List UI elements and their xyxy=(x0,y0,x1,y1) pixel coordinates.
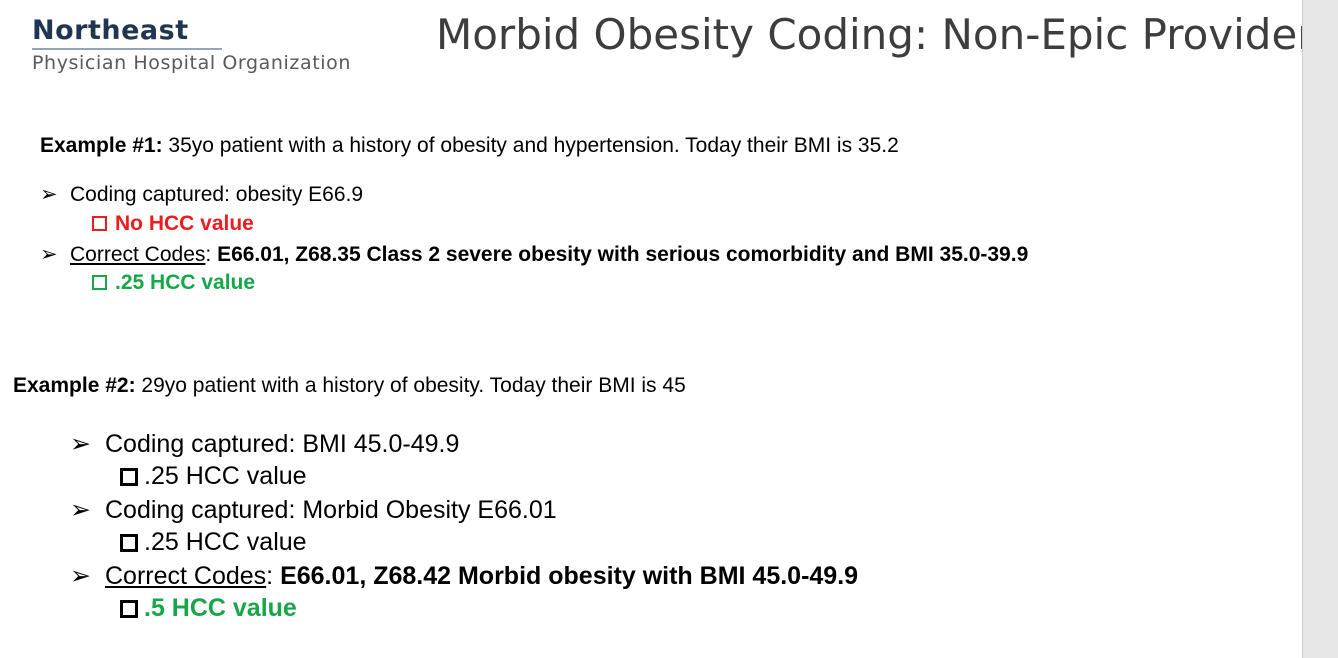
logo-subtitle: Physician Hospital Organization xyxy=(32,52,352,74)
vertical-scrollbar[interactable] xyxy=(1302,0,1338,658)
example2-bullet3-sub: .5 HCC value xyxy=(120,594,297,623)
example1-label: Example #1: xyxy=(40,134,163,157)
colon: : xyxy=(205,243,218,266)
example1-heading: Example #1: 35yo patient with a history … xyxy=(40,134,899,158)
arrow-bullet-icon: ➢ xyxy=(40,183,58,206)
slide: Northeast Physician Hospital Organizatio… xyxy=(13,10,1337,623)
checkbox-bullet-icon xyxy=(92,275,107,290)
example2-correct-codes: E66.01, Z68.42 Morbid obesity with BMI 4… xyxy=(280,562,859,590)
example2-text: 29yo patient with a history of obesity. … xyxy=(135,374,686,397)
example2-bullet2-sub-text: .25 HCC value xyxy=(144,528,307,556)
example1-bullet1-text: Coding captured: obesity E66.9 xyxy=(70,183,364,206)
example2-bullet3-sub-text: .5 HCC value xyxy=(144,594,297,622)
arrow-bullet-icon: ➢ xyxy=(70,562,91,590)
example2-bullet1-sub-text: .25 HCC value xyxy=(144,462,307,490)
example1-bullet2: ➢ Correct Codes: E66.01, Z68.35 Class 2 s… xyxy=(40,242,1028,267)
checkbox-bullet-icon xyxy=(120,534,138,552)
example2-label: Example #2: xyxy=(13,374,136,397)
example2-bullet3: ➢ Correct Codes: E66.01, Z68.42 Morbid ob… xyxy=(70,561,858,591)
checkbox-bullet-icon xyxy=(120,468,138,486)
example2-bullet2-sub: .25 HCC value xyxy=(120,528,307,557)
example1-bullet1-sub-text: No HCC value xyxy=(115,212,254,235)
arrow-bullet-icon: ➢ xyxy=(40,243,58,266)
slide-title: Morbid Obesity Coding: Non-Epic Provider… xyxy=(436,10,1337,59)
example1-bullet1-sub: No HCC value xyxy=(92,212,254,236)
example2-bullet1: ➢ Coding captured: BMI 45.0-49.9 xyxy=(70,429,459,459)
checkbox-bullet-icon xyxy=(120,600,138,618)
checkbox-bullet-icon xyxy=(92,216,107,231)
example2-bullet1-sub: .25 HCC value xyxy=(120,462,307,491)
arrow-bullet-icon: ➢ xyxy=(70,496,91,524)
example2-bullet1-text: Coding captured: BMI 45.0-49.9 xyxy=(105,430,460,458)
example1-bullet1: ➢ Coding captured: obesity E66.9 xyxy=(40,182,363,207)
correct-codes-label: Correct Codes xyxy=(105,562,267,590)
example1-bullet2-sub-text: .25 HCC value xyxy=(115,271,256,294)
correct-codes-label: Correct Codes xyxy=(70,243,206,266)
arrow-bullet-icon: ➢ xyxy=(70,430,91,458)
example1-text: 35yo patient with a history of obesity a… xyxy=(162,134,899,157)
organization-logo: Northeast Physician Hospital Organizatio… xyxy=(32,14,412,74)
example2-bullet2: ➢ Coding captured: Morbid Obesity E66.01 xyxy=(70,495,557,525)
example1-bullet2-sub: .25 HCC value xyxy=(92,271,255,295)
example2-heading: Example #2: 29yo patient with a history … xyxy=(13,374,686,398)
logo-divider xyxy=(32,48,222,50)
example2-bullet2-text: Coding captured: Morbid Obesity E66.01 xyxy=(105,496,557,524)
logo-name: Northeast xyxy=(32,15,189,46)
colon: : xyxy=(266,562,281,590)
example1-correct-codes: E66.01, Z68.35 Class 2 severe obesity wi… xyxy=(217,243,1029,266)
